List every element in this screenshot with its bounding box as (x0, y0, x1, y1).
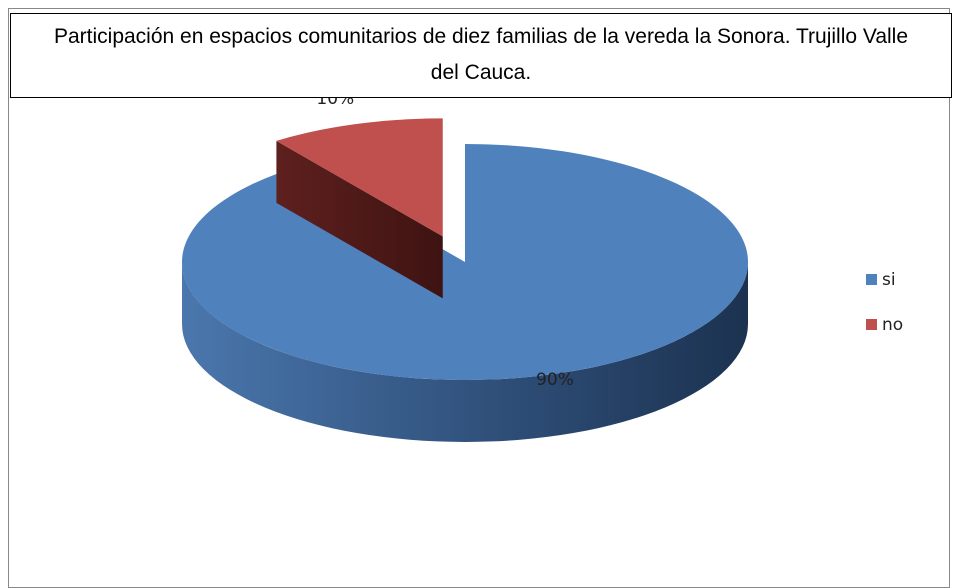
pie-slice-side (276, 140, 443, 299)
pie-slice (182, 144, 748, 380)
legend-swatch (866, 274, 877, 285)
legend-label: no (882, 315, 903, 335)
chart-title: Participación en espacios comunitarios d… (10, 13, 952, 98)
legend-label: si (882, 270, 896, 290)
data-label: 90% (536, 370, 574, 390)
legend-swatch (866, 319, 877, 330)
pie-slice-side (182, 262, 748, 442)
pie-slice (276, 118, 443, 237)
